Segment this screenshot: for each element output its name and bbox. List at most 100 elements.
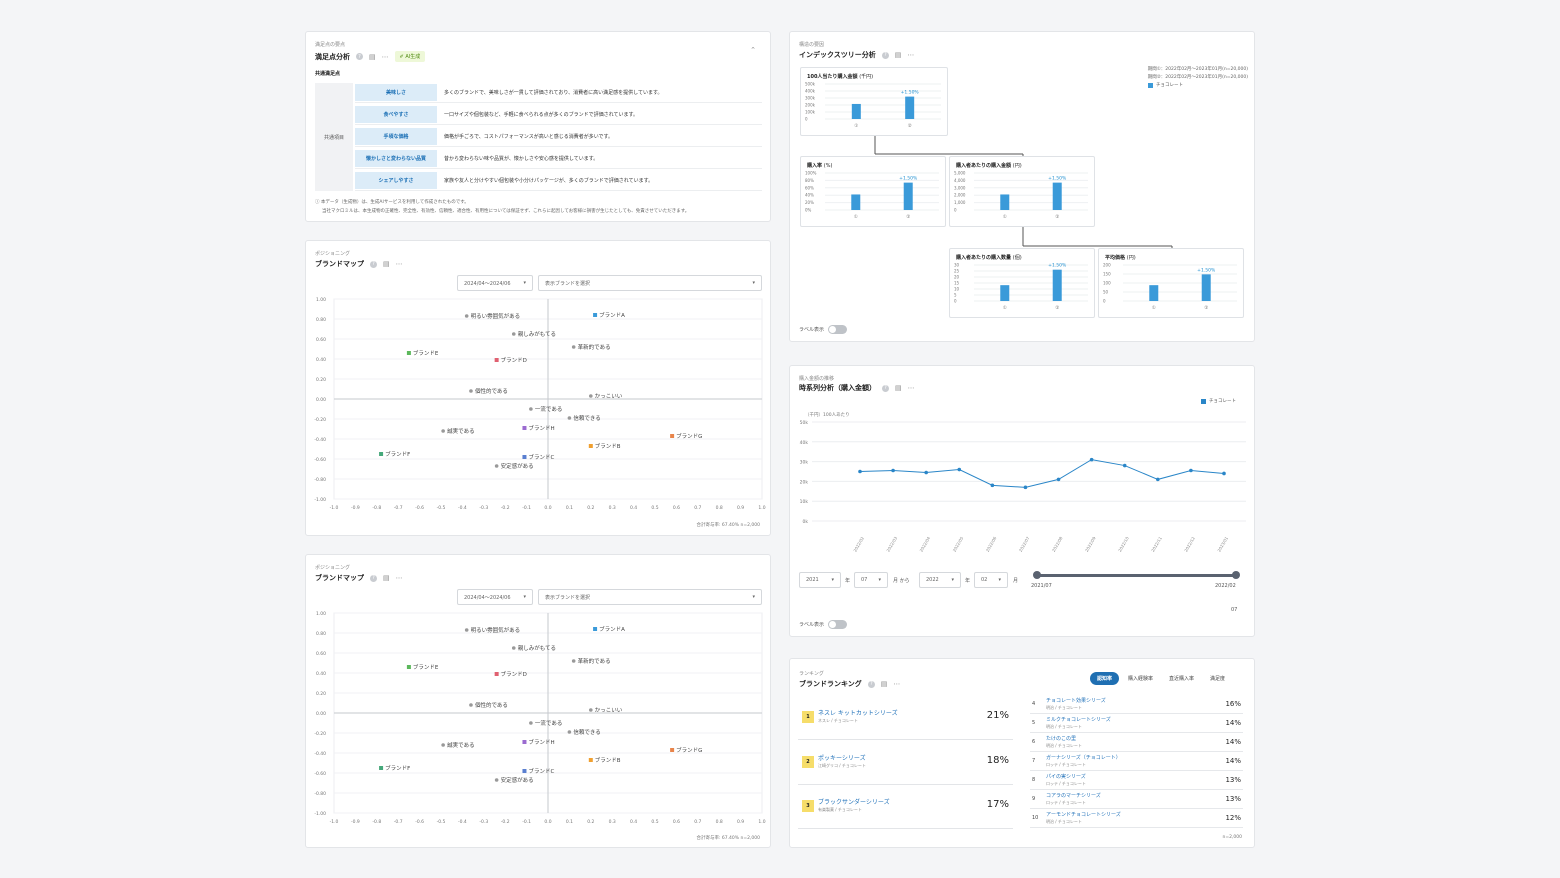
rank-brand-name[interactable]: チョコレート効果シリーズ xyxy=(1046,698,1106,704)
tab-satisfaction[interactable]: 満足度 xyxy=(1210,676,1226,682)
ranking-item[interactable]: 10 アーモンドチョコレートシリーズ 明治 / チョコレート 12% xyxy=(1030,809,1243,828)
satisfaction-section-label: 共通満足点 xyxy=(315,71,341,77)
ranking-item[interactable]: 5 ミルクチョコレートシリーズ 明治 / チョコレート 14% xyxy=(1030,714,1243,733)
to-year-select[interactable]: 2022 ▾ xyxy=(919,572,961,588)
tab-purchase-experience[interactable]: 購入経験率 xyxy=(1128,676,1154,682)
series-point[interactable] xyxy=(957,467,962,472)
help-icon[interactable]: ? xyxy=(867,680,875,688)
y-tick-label: 200k xyxy=(805,103,816,108)
table-icon[interactable]: ▤ xyxy=(383,260,390,268)
rank-percent: 18% xyxy=(986,755,1009,766)
more-icon[interactable]: ⋯ xyxy=(395,260,403,268)
range-slider-handle-end[interactable] xyxy=(1232,571,1240,579)
help-icon[interactable]: ? xyxy=(882,384,889,392)
rank-brand-name[interactable]: ポッキーシリーズ xyxy=(818,755,866,762)
tree-bar[interactable] xyxy=(1149,285,1159,301)
ranking-item[interactable]: 6 たけのこの里 明治 / チョコレート 14% xyxy=(1030,733,1243,752)
brand-point[interactable] xyxy=(494,672,499,676)
series-point[interactable] xyxy=(1156,477,1160,482)
range-slider-handle-start[interactable] xyxy=(1033,571,1041,579)
tree-bar[interactable] xyxy=(851,103,861,119)
rank-brand-name[interactable]: ガーナシリーズ（チョコレート） xyxy=(1046,755,1121,761)
chevron-up-icon[interactable]: ⌃ xyxy=(750,46,756,54)
brand-point[interactable] xyxy=(670,748,675,752)
brand-point[interactable] xyxy=(588,444,593,448)
brand-point[interactable] xyxy=(379,766,384,770)
rank-brand-name[interactable]: ブラックサンダーシリーズ xyxy=(818,799,890,806)
series-point[interactable] xyxy=(891,468,895,473)
help-icon[interactable]: ? xyxy=(370,260,377,268)
toggle-switch[interactable] xyxy=(828,620,848,629)
brand-point[interactable] xyxy=(522,455,527,459)
series-point[interactable] xyxy=(990,483,995,488)
more-icon[interactable]: ⋯ xyxy=(907,51,915,59)
from-year-select[interactable]: 2021 ▾ xyxy=(799,572,841,588)
tree-bar[interactable] xyxy=(905,96,915,119)
brand-point[interactable] xyxy=(593,313,598,317)
y-tick-label: 0.20 xyxy=(316,377,326,383)
tab-recent-purchase[interactable]: 直近購入率 xyxy=(1169,676,1195,682)
brand-select[interactable]: 表示ブランドを選択 ▾ xyxy=(538,275,762,291)
series-point[interactable] xyxy=(1023,485,1028,490)
tab-awareness[interactable]: 認知率 xyxy=(1090,672,1120,685)
series-point[interactable] xyxy=(858,469,862,474)
tree-bar[interactable] xyxy=(1000,194,1010,210)
rank-brand-name[interactable]: ネスレ キットカットシリーズ xyxy=(818,710,898,717)
more-icon[interactable]: ⋯ xyxy=(907,384,915,392)
series-point[interactable] xyxy=(1222,471,1226,476)
table-icon[interactable]: ▤ xyxy=(369,52,376,61)
label-toggle[interactable]: ラベル表示 xyxy=(799,325,848,334)
tree-bar[interactable] xyxy=(1052,269,1062,301)
range-slider-track[interactable] xyxy=(1036,574,1236,577)
tree-bar[interactable] xyxy=(1201,274,1211,301)
ranking-item[interactable]: 8 パイの実シリーズ ロッテ / チョコレート 13% xyxy=(1030,771,1243,790)
ranking-top-item[interactable]: 2 ポッキーシリーズ 江崎グリコ / チョコレート 18% xyxy=(798,741,1013,785)
series-point[interactable] xyxy=(1056,477,1061,482)
help-icon[interactable]: ? xyxy=(356,53,363,60)
table-icon[interactable]: ▤ xyxy=(894,51,902,59)
help-icon[interactable]: ? xyxy=(370,574,377,582)
more-icon[interactable]: ⋯ xyxy=(893,680,901,688)
series-point[interactable] xyxy=(1122,463,1127,468)
brand-point[interactable] xyxy=(406,665,411,669)
tree-bar[interactable] xyxy=(1000,285,1010,301)
label-toggle[interactable]: ラベル表示 xyxy=(799,620,848,629)
rank-brand-name[interactable]: パイの実シリーズ xyxy=(1046,774,1086,780)
period-select[interactable]: 2024/04〜2024/06 ▾ xyxy=(457,275,533,291)
rank-brand-name[interactable]: たけのこの里 xyxy=(1046,736,1077,742)
tree-bar[interactable] xyxy=(851,194,861,210)
rank-brand-name[interactable]: コアラのマーチシリーズ xyxy=(1046,793,1101,799)
brand-point[interactable] xyxy=(670,434,675,438)
more-icon[interactable]: ⋯ xyxy=(381,52,389,61)
table-icon[interactable]: ▤ xyxy=(895,384,902,392)
rank-brand-name[interactable]: ミルクチョコレートシリーズ xyxy=(1046,717,1111,723)
brand-point[interactable] xyxy=(379,452,384,456)
ranking-top-item[interactable]: 1 ネスレ キットカットシリーズ ネスレ / チョコレート 21% xyxy=(798,696,1013,740)
help-icon[interactable]: ? xyxy=(881,51,889,59)
tree-bar[interactable] xyxy=(1052,182,1062,210)
ranking-item[interactable]: 4 チョコレート効果シリーズ 明治 / チョコレート 16% xyxy=(1030,695,1243,714)
brand-select[interactable]: 表示ブランドを選択 ▾ xyxy=(538,589,762,605)
series-point[interactable] xyxy=(1089,457,1094,462)
tree-bar[interactable] xyxy=(903,182,913,210)
rank-brand-name[interactable]: アーモンドチョコレートシリーズ xyxy=(1046,812,1121,818)
brand-point[interactable] xyxy=(522,426,527,430)
brand-point[interactable] xyxy=(494,358,499,362)
table-icon[interactable]: ▤ xyxy=(383,574,390,582)
ranking-top-item[interactable]: 3 ブラックサンダーシリーズ 有楽製菓 / チョコレート 17% xyxy=(798,785,1013,829)
ranking-item[interactable]: 7 ガーナシリーズ（チョコレート） ロッテ / チョコレート 14% xyxy=(1030,752,1243,771)
period-select[interactable]: 2024/04〜2024/06 ▾ xyxy=(457,589,533,605)
brand-point[interactable] xyxy=(588,758,593,762)
brand-point[interactable] xyxy=(522,769,527,773)
more-icon[interactable]: ⋯ xyxy=(395,574,403,582)
toggle-switch[interactable] xyxy=(828,325,848,334)
from-month-select[interactable]: 07 ▾ xyxy=(854,572,888,588)
to-month-select[interactable]: 02 ▾ xyxy=(974,572,1008,588)
series-point[interactable] xyxy=(924,470,928,475)
ranking-item[interactable]: 9 コアラのマーチシリーズ ロッテ / チョコレート 13% xyxy=(1030,790,1243,809)
brand-point[interactable] xyxy=(406,351,411,355)
brand-point[interactable] xyxy=(593,627,598,631)
brand-point[interactable] xyxy=(522,740,527,744)
table-icon[interactable]: ▤ xyxy=(880,680,888,688)
series-point[interactable] xyxy=(1189,468,1193,473)
